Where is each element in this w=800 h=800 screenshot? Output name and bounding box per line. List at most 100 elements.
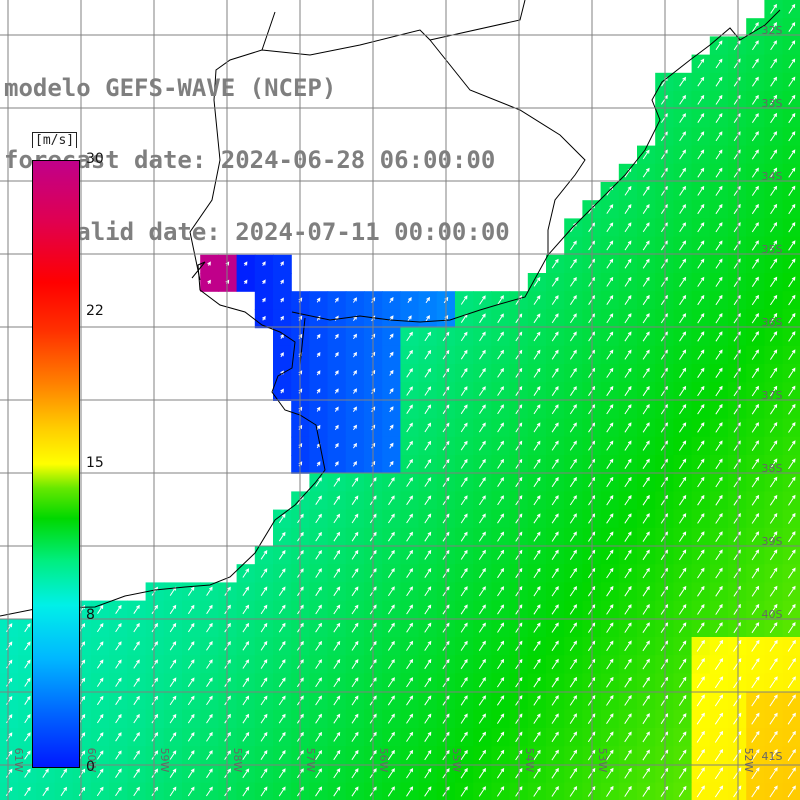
wind-arrow	[606, 767, 614, 779]
wind-arrow	[679, 149, 686, 160]
wind-arrow	[569, 622, 577, 633]
wind-arrow	[606, 240, 614, 251]
wind-arrow	[151, 695, 158, 706]
wind-arrow	[624, 567, 632, 579]
wind-arrow	[169, 768, 177, 778]
wind-arrow	[387, 568, 395, 578]
wind-arrow	[697, 222, 705, 233]
wind-arrow	[151, 786, 159, 797]
wind-arrow	[334, 297, 339, 303]
wind-arrow	[696, 785, 705, 798]
wind-arrow	[316, 297, 321, 303]
wind-arrow	[751, 494, 760, 506]
wind-arrow	[387, 659, 395, 669]
wind-arrow	[751, 94, 759, 105]
wind-arrow	[460, 713, 468, 724]
lat-label: 32S	[762, 24, 783, 37]
wind-arrow	[642, 604, 650, 615]
wind-arrow	[478, 731, 486, 742]
wind-arrow	[569, 240, 577, 251]
wind-arrow	[206, 622, 213, 633]
wind-arrow	[24, 677, 31, 687]
wind-arrow	[751, 403, 759, 415]
wind-arrow	[169, 641, 177, 651]
wind-arrow	[697, 276, 705, 287]
wind-arrow	[751, 476, 760, 488]
wind-arrow	[769, 585, 778, 597]
wind-arrow	[642, 440, 650, 451]
wind-arrow	[133, 659, 140, 669]
wind-arrow	[460, 677, 468, 688]
wind-arrow	[316, 370, 321, 376]
wind-arrow	[387, 677, 395, 688]
wind-arrow	[569, 695, 577, 706]
wind-arrow	[715, 185, 723, 196]
wind-arrow	[606, 513, 614, 524]
wind-arrow	[278, 786, 286, 797]
wind-arrow	[333, 549, 341, 560]
wind-arrow	[679, 131, 686, 142]
wind-arrow	[606, 676, 614, 688]
wind-arrow	[479, 331, 486, 342]
wind-arrow	[788, 185, 796, 196]
wind-arrow	[769, 458, 778, 470]
wind-arrow	[315, 477, 322, 487]
wind-arrow	[424, 568, 432, 578]
wind-arrow	[697, 494, 705, 506]
wind-arrow	[187, 786, 195, 797]
wind-arrow	[788, 149, 796, 160]
wind-arrow	[387, 549, 395, 560]
wind-arrow	[460, 731, 468, 742]
wind-arrow	[424, 658, 432, 670]
wind-arrow	[151, 622, 158, 633]
lat-label: 41S	[762, 750, 783, 763]
wind-arrow	[78, 641, 86, 651]
wind-arrow	[751, 58, 759, 69]
wind-arrow	[642, 240, 650, 251]
wind-arrow	[642, 549, 650, 561]
wind-arrow	[478, 422, 486, 433]
wind-arrow	[151, 604, 158, 615]
wind-arrow	[624, 495, 632, 506]
wind-arrow	[387, 713, 395, 724]
wind-arrow	[497, 658, 505, 670]
wind-arrow	[260, 677, 268, 688]
wind-arrow	[788, 94, 796, 105]
wind-arrow	[787, 603, 796, 615]
wind-arrow	[679, 276, 687, 287]
wind-arrow	[642, 731, 650, 743]
wind-arrow	[769, 567, 778, 579]
wind-arrow	[788, 531, 796, 543]
wind-arrow	[751, 113, 759, 123]
wind-arrow	[715, 585, 723, 597]
wind-arrow	[460, 404, 468, 415]
lon-label: 54W	[523, 748, 536, 773]
wind-arrow	[533, 440, 541, 451]
wind-arrow	[278, 550, 286, 560]
wind-arrow	[751, 40, 759, 51]
wind-arrow	[352, 351, 357, 358]
lat-label: 33S	[762, 97, 783, 110]
wind-arrow	[642, 258, 650, 269]
wind-arrow	[770, 58, 777, 69]
wind-arrow	[715, 531, 723, 542]
wind-arrow	[406, 440, 413, 451]
wind-arrow	[497, 367, 504, 378]
wind-arrow	[788, 222, 796, 233]
wind-arrow	[551, 476, 559, 488]
wind-arrow	[24, 732, 31, 742]
wind-arrow	[115, 713, 122, 724]
wind-arrow	[387, 604, 395, 615]
wind-arrow	[333, 640, 341, 651]
wind-arrow	[24, 659, 31, 669]
wind-arrow	[606, 222, 614, 233]
wind-arrow	[424, 749, 432, 761]
wind-arrow	[407, 297, 412, 303]
wind-arrow	[624, 295, 632, 305]
wind-arrow	[679, 313, 687, 324]
wind-arrow	[424, 786, 432, 797]
wind-arrow	[497, 313, 504, 324]
wind-arrow	[678, 694, 687, 706]
wind-arrow	[406, 368, 413, 378]
wind-arrow	[642, 404, 650, 415]
